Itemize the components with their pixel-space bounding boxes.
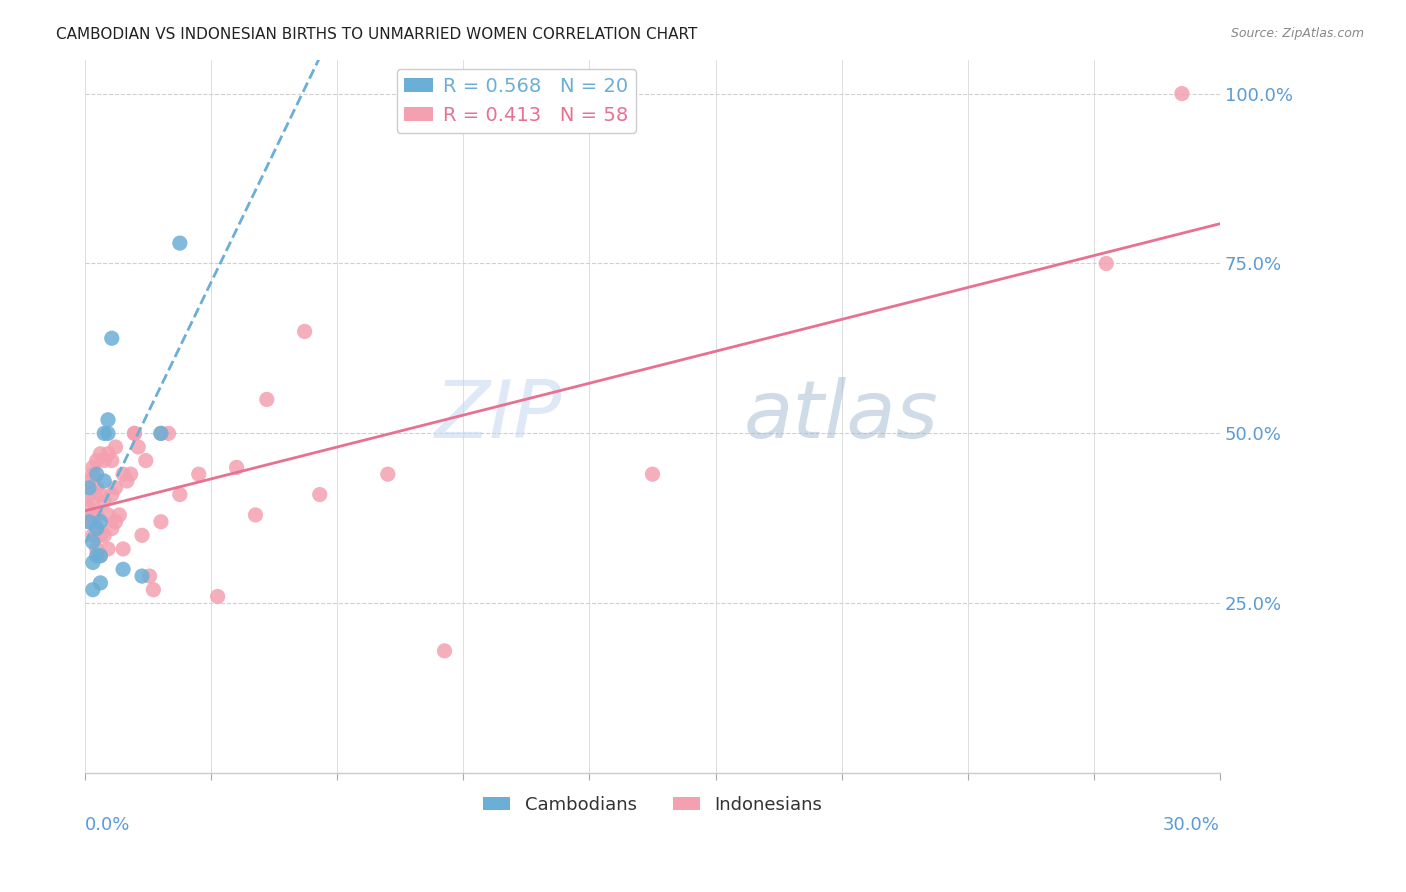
Point <box>93 474 115 488</box>
Text: CAMBODIAN VS INDONESIAN BIRTHS TO UNMARRIED WOMEN CORRELATION CHART: CAMBODIAN VS INDONESIAN BIRTHS TO UNMARR… <box>56 27 697 42</box>
Point <box>82 460 104 475</box>
Point <box>77 487 100 501</box>
Point <box>86 453 108 467</box>
Point <box>97 541 120 556</box>
Text: ZIP: ZIP <box>434 377 562 456</box>
Point <box>108 508 131 522</box>
Point <box>97 426 120 441</box>
Point <box>256 392 278 407</box>
Point <box>138 569 160 583</box>
Point <box>77 515 100 529</box>
Point <box>100 453 122 467</box>
Point <box>82 535 104 549</box>
Point <box>89 528 111 542</box>
Point <box>142 582 165 597</box>
Point <box>308 487 330 501</box>
Point <box>187 467 209 482</box>
Point <box>86 481 108 495</box>
Point <box>82 528 104 542</box>
Point <box>77 474 100 488</box>
Text: 30.0%: 30.0% <box>1163 816 1220 834</box>
Point <box>93 494 115 508</box>
Point <box>100 331 122 345</box>
Point <box>89 575 111 590</box>
Text: Source: ZipAtlas.com: Source: ZipAtlas.com <box>1230 27 1364 40</box>
Point <box>115 474 138 488</box>
Point <box>169 236 191 251</box>
Point <box>89 549 111 563</box>
Point <box>77 481 100 495</box>
Point <box>1095 256 1118 270</box>
Point <box>641 467 664 482</box>
Point <box>127 440 149 454</box>
Point <box>89 487 111 501</box>
Point <box>89 447 111 461</box>
Point <box>97 447 120 461</box>
Point <box>112 562 135 576</box>
Point <box>97 508 120 522</box>
Point <box>149 515 172 529</box>
Point <box>149 426 172 441</box>
Point <box>86 508 108 522</box>
Text: atlas: atlas <box>744 377 938 456</box>
Point <box>104 515 127 529</box>
Point <box>124 426 146 441</box>
Point <box>149 426 172 441</box>
Point <box>207 590 229 604</box>
Point <box>135 453 157 467</box>
Point <box>131 569 153 583</box>
Point <box>89 515 111 529</box>
Point <box>100 522 122 536</box>
Point <box>225 460 247 475</box>
Point <box>112 541 135 556</box>
Point <box>157 426 180 441</box>
Point <box>377 467 399 482</box>
Point <box>77 515 100 529</box>
Point <box>93 426 115 441</box>
Point <box>169 487 191 501</box>
Point <box>82 556 104 570</box>
Point <box>89 549 111 563</box>
Point <box>86 549 108 563</box>
Point <box>131 528 153 542</box>
Legend: Cambodians, Indonesians: Cambodians, Indonesians <box>475 789 830 822</box>
Text: 0.0%: 0.0% <box>86 816 131 834</box>
Point <box>100 487 122 501</box>
Point <box>124 426 146 441</box>
Point <box>86 467 108 482</box>
Point <box>86 522 108 536</box>
Point <box>82 494 104 508</box>
Point <box>104 440 127 454</box>
Point <box>82 508 104 522</box>
Point <box>82 582 104 597</box>
Point <box>120 467 142 482</box>
Point <box>86 522 108 536</box>
Point <box>294 325 316 339</box>
Point <box>112 467 135 482</box>
Point <box>93 528 115 542</box>
Point <box>93 453 115 467</box>
Point <box>77 501 100 516</box>
Point <box>104 481 127 495</box>
Point <box>82 467 104 482</box>
Point <box>97 413 120 427</box>
Point <box>245 508 267 522</box>
Point <box>86 541 108 556</box>
Point <box>433 644 456 658</box>
Point <box>1171 87 1194 101</box>
